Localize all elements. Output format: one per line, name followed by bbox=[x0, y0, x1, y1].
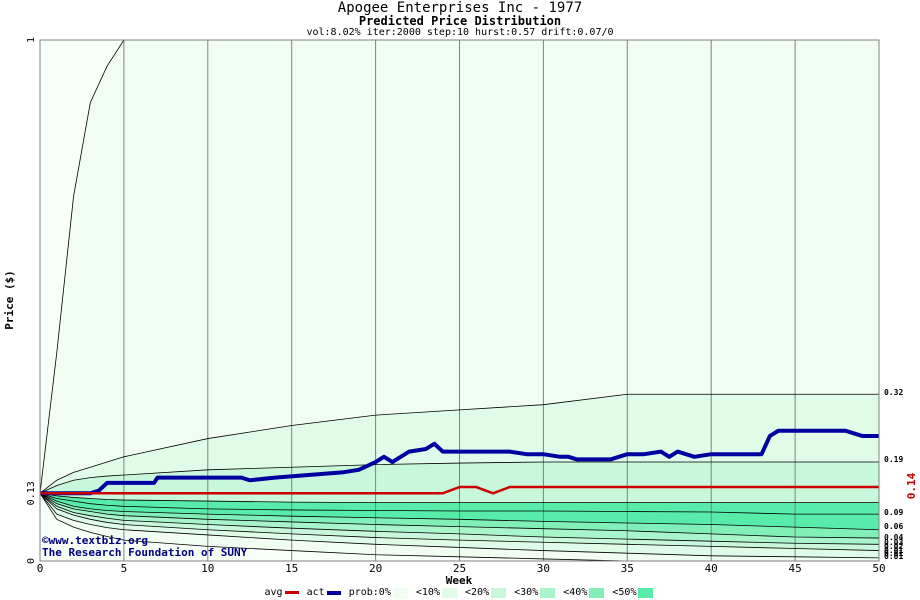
axis-labels: 0 5 10 15 20 25 30 35 40 45 50 0 0.13 1 0.32 0.19 0.09 0.… bbox=[26, 37, 903, 575]
simulation-params: vol:8.02% iter:2000 step:10 hurst:0.57 d… bbox=[306, 27, 614, 38]
legend: avg act prob:0% <10% <20% <30% <40% <50% bbox=[0, 587, 920, 599]
chart-subtitle: Predicted Price Distribution bbox=[358, 14, 562, 28]
band-line bbox=[39, 492, 880, 531]
legend-band-10-label: <10% bbox=[415, 587, 440, 598]
band-line bbox=[39, 461, 879, 494]
y-tick-label: 0 bbox=[26, 558, 37, 564]
band-line bbox=[39, 492, 880, 545]
y-axis-label: Price ($) bbox=[3, 270, 16, 330]
legend-band-10-swatch bbox=[441, 587, 457, 598]
org-credit: The Research Foundation of SUNY bbox=[42, 546, 248, 559]
act-line bbox=[40, 428, 879, 496]
band-line bbox=[39, 393, 879, 494]
chart-title: Apogee Enterprises Inc - 1977 bbox=[337, 0, 583, 16]
right-value-label: 0.03 bbox=[884, 538, 903, 547]
price-distribution-chart: 0 5 10 15 20 25 30 35 40 45 5000.1310.320.190.090.… bbox=[3, 37, 918, 585]
legend-band-50-label: <50% bbox=[612, 587, 637, 598]
series-lines bbox=[40, 428, 879, 496]
x-tick-label: 15 bbox=[285, 562, 298, 575]
right-value-label: 0.32 bbox=[884, 388, 903, 397]
band-area-5 bbox=[40, 493, 879, 539]
legend-band-30-swatch bbox=[540, 587, 556, 598]
copyright-credit: ©www.textbiz.org bbox=[42, 534, 148, 547]
legend-band-20-label: <20% bbox=[465, 587, 490, 598]
avg-line bbox=[40, 485, 879, 495]
x-tick-label: 25 bbox=[453, 562, 466, 575]
right-value-label: 0.06 bbox=[884, 522, 903, 531]
x-tick-label: 20 bbox=[369, 562, 382, 575]
grid-lines bbox=[39, 40, 880, 561]
band-area-9 bbox=[40, 493, 879, 561]
band-line bbox=[39, 492, 880, 551]
right-value-label: 0.04 bbox=[884, 533, 903, 542]
avg-end-label: 0.14 bbox=[905, 472, 918, 499]
x-axis-label: Week bbox=[446, 574, 473, 585]
x-tick-label: 50 bbox=[872, 562, 885, 575]
x-tick-label: 0 bbox=[37, 562, 44, 575]
y-tick-label: 0.13 bbox=[26, 481, 37, 505]
legend-avg-swatch bbox=[284, 591, 299, 594]
x-tick-label: 40 bbox=[705, 562, 718, 575]
x-tick-label: 35 bbox=[621, 562, 634, 575]
band-line bbox=[39, 493, 880, 559]
x-tick-label: 30 bbox=[537, 562, 550, 575]
x-tick-label: 45 bbox=[788, 562, 801, 575]
band-line bbox=[39, 492, 880, 539]
x-tick-label: 5 bbox=[121, 562, 128, 575]
x-tick-label: 10 bbox=[201, 562, 214, 575]
legend-prob-label: prob:0% bbox=[348, 587, 391, 598]
legend-band-20-swatch bbox=[491, 587, 507, 598]
band-line bbox=[39, 492, 879, 515]
legend-act-label: act bbox=[306, 587, 325, 598]
legend-band-40-swatch bbox=[589, 587, 605, 598]
legend-band-50-swatch bbox=[638, 587, 654, 598]
right-value-label: 0.01 bbox=[884, 549, 903, 558]
legend-band-0-swatch bbox=[392, 587, 408, 598]
right-value-label: 0.19 bbox=[884, 455, 903, 464]
legend-act-swatch bbox=[326, 590, 341, 595]
right-value-label: 0.09 bbox=[884, 508, 903, 517]
plot-frame bbox=[39, 39, 880, 562]
y-tick-label: 1 bbox=[26, 37, 37, 43]
right-value-label: 0.01 bbox=[884, 546, 903, 555]
right-value-label: 0.02 bbox=[884, 542, 903, 551]
legend-band-30-label: <30% bbox=[514, 587, 539, 598]
right-value-label: 0.01 bbox=[884, 552, 903, 561]
band-line bbox=[39, 492, 879, 504]
legend-band-40-label: <40% bbox=[563, 587, 588, 598]
legend-avg-label: avg bbox=[264, 587, 283, 598]
